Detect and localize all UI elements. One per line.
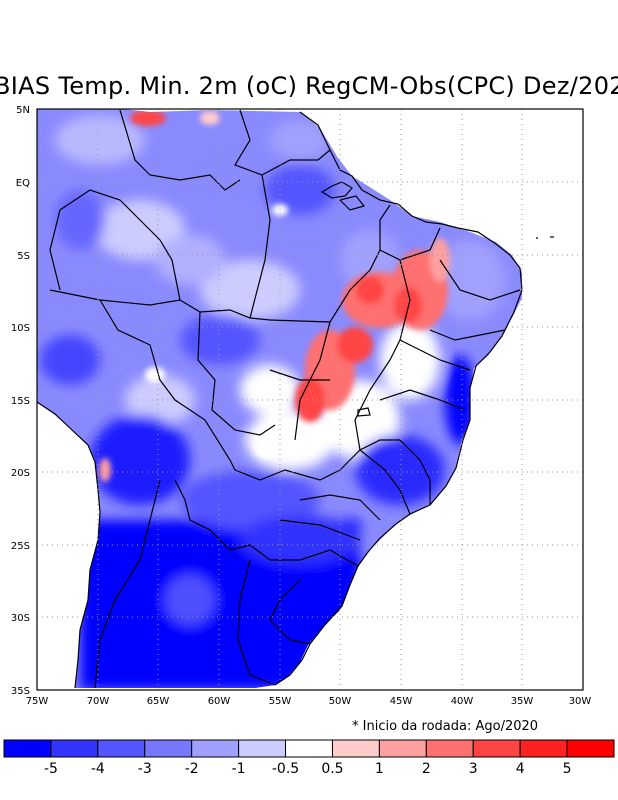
colorbar-swatch xyxy=(50,739,99,758)
map-border xyxy=(36,108,584,691)
lat-label: 10S xyxy=(11,323,30,334)
lat-label: 15S xyxy=(11,396,30,407)
lat-label: 35S xyxy=(11,686,30,697)
colorbar-label: 5 xyxy=(563,761,572,777)
colorbar-label: -2 xyxy=(185,761,199,777)
colorbar-swatch xyxy=(331,739,380,758)
colorbar-label: -4 xyxy=(91,761,105,777)
lon-labels: 75W 70W 65W 60W 55W 50W 45W 40W 35W 30W xyxy=(26,696,592,707)
colorbar-swatch xyxy=(191,739,240,758)
lat-label: 30S xyxy=(11,613,30,624)
map-title: BIAS Temp. Min. 2m (oC) RegCM-Obs(CPC) D… xyxy=(0,72,618,100)
island-specks xyxy=(536,236,554,239)
grid xyxy=(37,109,583,690)
colorbar-label: 2 xyxy=(422,761,431,777)
colorbar xyxy=(3,739,615,758)
lon-label: 55W xyxy=(269,696,292,707)
lat-label: 20S xyxy=(11,468,30,479)
colorbar-swatch xyxy=(3,739,52,758)
colorbar-swatch xyxy=(144,739,193,758)
lon-label: 50W xyxy=(329,696,352,707)
title-clip: BIAS Temp. Min. 2m (oC) RegCM-Obs(CPC) D… xyxy=(0,68,618,104)
run-start-note: * Inicio da rodada: Ago/2020 xyxy=(352,719,539,734)
borders xyxy=(37,109,523,689)
lat-label: 5S xyxy=(17,251,30,262)
colorbar-swatch xyxy=(519,739,568,758)
colorbar-label: -0.5 xyxy=(272,761,299,777)
colorbar-swatch xyxy=(97,739,146,758)
lon-label: 30W xyxy=(569,696,592,707)
lat-label: 25S xyxy=(11,541,30,552)
colorbar-swatch xyxy=(285,739,333,758)
lat-labels: 5N EQ 5S 10S 15S 20S 25S 30S 35S xyxy=(11,105,30,697)
lon-label: 45W xyxy=(390,696,413,707)
colorbar-label: -1 xyxy=(232,761,246,777)
colorbar-label: 1 xyxy=(375,761,384,777)
lon-label: 35W xyxy=(511,696,534,707)
lon-label: 75W xyxy=(26,696,49,707)
lon-label: 65W xyxy=(147,696,170,707)
colorbar-swatch xyxy=(238,739,287,758)
lon-label: 60W xyxy=(208,696,231,707)
colorbar-labels: -5 -4 -3 -2 -1 -0.5 0.5 1 2 3 4 5 xyxy=(44,761,572,777)
colorbar-swatch xyxy=(566,739,615,758)
colorbar-label: 4 xyxy=(516,761,525,777)
lat-label: EQ xyxy=(16,178,30,189)
colorbar-label: 3 xyxy=(469,761,478,777)
colorbar-label: -5 xyxy=(44,761,58,777)
colorbar-swatch xyxy=(378,739,427,758)
lat-label: 5N xyxy=(16,105,30,116)
colorbar-swatch xyxy=(425,739,474,758)
colorbar-label: -3 xyxy=(138,761,152,777)
lon-label: 40W xyxy=(451,696,474,707)
colorbar-swatch xyxy=(472,739,521,758)
colorbar-label: 0.5 xyxy=(321,761,343,777)
lon-label: 70W xyxy=(87,696,110,707)
